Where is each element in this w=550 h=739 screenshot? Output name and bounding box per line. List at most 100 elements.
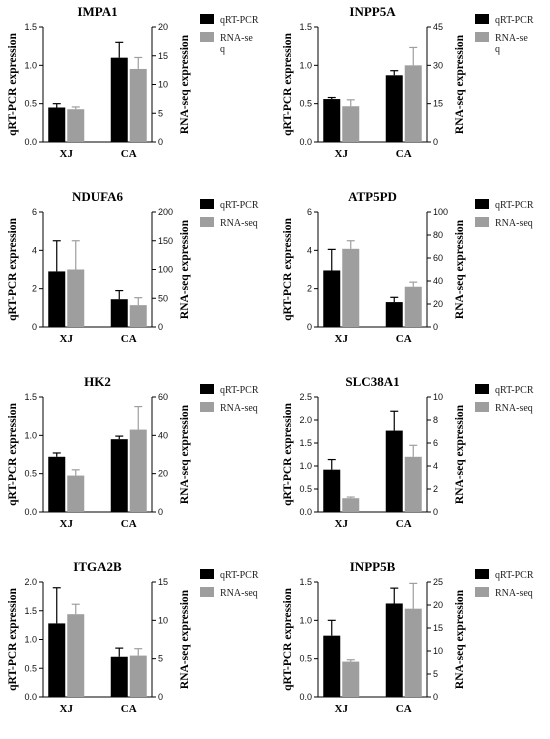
chart-title: SLC38A1 (345, 374, 399, 389)
rna-seq-bar (404, 65, 422, 142)
right-tick-label: 0 (158, 692, 163, 702)
right-tick-label: 15 (433, 623, 443, 633)
x-category-label: XJ (335, 703, 349, 715)
right-tick-label: 10 (433, 646, 443, 656)
right-tick-label: 0 (433, 322, 438, 332)
left-tick-label: 1.5 (299, 22, 312, 32)
left-tick-label: 0.5 (299, 99, 312, 109)
qrt-pcr-bar (323, 469, 341, 512)
left-tick-label: 1.5 (299, 438, 312, 448)
legend-swatch (475, 14, 489, 24)
x-category-label: CA (396, 148, 412, 160)
x-category-label: CA (396, 703, 412, 715)
right-tick-label: 60 (433, 253, 443, 263)
chart-panel-hk2: HK2 0.0 0.5 1.0 1.5 0 20 40 60 qRT-PCR expression… (0, 370, 275, 555)
left-tick-label: 0.5 (299, 484, 312, 494)
x-category-label: CA (396, 518, 412, 530)
right-tick-label: 150 (158, 236, 173, 246)
left-tick-label: 0.5 (299, 654, 312, 664)
left-tick-label: 6 (32, 207, 37, 217)
left-tick-label: 6 (307, 207, 312, 217)
left-tick-label: 1.5 (24, 392, 37, 402)
chart-svg: INPP5B 0.0 0.5 1.0 1.5 0 5 10 15 20 25 qRT-PCR expr… (282, 559, 534, 715)
x-category-label: XJ (335, 518, 349, 530)
chart-svg: NDUFA6 0 2 4 6 0 50 100 150 200 qRT-PCR expression… (7, 189, 259, 345)
rna-seq-bar (342, 661, 360, 697)
left-axis-label: qRT-PCR expression (7, 588, 19, 691)
chart-title: NDUFA6 (72, 189, 124, 204)
x-category-label: CA (121, 703, 137, 715)
qrt-pcr-bar (48, 271, 66, 327)
legend-swatch (200, 402, 214, 412)
legend-swatch (200, 587, 214, 597)
chart-title: INPP5A (349, 4, 396, 19)
legend-label-line: q (220, 44, 225, 55)
qrt-pcr-bar (110, 439, 128, 512)
right-tick-label: 80 (433, 230, 443, 240)
legend-label: qRT-PCR (220, 15, 259, 26)
chart-svg: ITGA2B 0.0 0.5 1.0 1.5 2.0 0 5 10 15 qRT-PCR expre… (7, 559, 259, 715)
right-tick-label: 10 (433, 392, 443, 402)
qrt-pcr-bar (323, 99, 341, 142)
right-tick-label: 20 (158, 22, 168, 32)
chart-panel-atp5pd: ATP5PD 0 2 4 6 0 20 40 60 80 100 qRT-PCR expression… (275, 185, 550, 370)
legend-label-line: RNA-se (495, 33, 528, 44)
legend-label: qRT-PCR (220, 570, 259, 581)
qrt-pcr-bar (385, 603, 403, 697)
left-tick-label: 1.0 (24, 430, 37, 440)
legend-label-line: RNA-se (220, 33, 253, 44)
legend-swatch (200, 384, 214, 394)
x-category-label: XJ (60, 148, 74, 160)
left-tick-label: 1.5 (24, 22, 37, 32)
legend-label: qRT-PCR (495, 570, 534, 581)
x-category-label: XJ (60, 518, 74, 530)
left-tick-label: 0 (307, 322, 312, 332)
legend-label: qRT-PCR (495, 385, 534, 396)
right-tick-label: 6 (433, 438, 438, 448)
right-tick-label: 20 (158, 469, 168, 479)
chart-panel-inpp5b: INPP5B 0.0 0.5 1.0 1.5 0 5 10 15 20 25 qRT-PCR expr… (275, 555, 550, 739)
legend-swatch (475, 217, 489, 227)
rna-seq-bar (129, 655, 147, 697)
left-tick-label: 4 (307, 245, 312, 255)
rna-seq-bar (129, 305, 147, 327)
x-category-label: XJ (60, 703, 74, 715)
right-tick-label: 0 (433, 137, 438, 147)
left-tick-label: 0.5 (24, 469, 37, 479)
legend-swatch (475, 402, 489, 412)
chart-panel-slc38a1: SLC38A1 0.0 0.5 1.0 1.5 2.0 2.5 0 2 4 6 8 10 qRT-PCR … (275, 370, 550, 555)
legend-label-line: q (495, 44, 500, 55)
chart-title: ATP5PD (348, 189, 397, 204)
right-tick-label: 5 (158, 654, 163, 664)
right-tick-label: 0 (158, 137, 163, 147)
x-category-label: CA (121, 148, 137, 160)
right-tick-label: 0 (433, 692, 438, 702)
right-tick-label: 40 (433, 276, 443, 286)
right-tick-label: 15 (158, 51, 168, 61)
x-category-label: XJ (335, 333, 349, 345)
legend-label: RNA-seq (495, 218, 533, 229)
legend-swatch (475, 569, 489, 579)
rna-seq-bar (129, 68, 147, 142)
qrt-pcr-bar (110, 299, 128, 327)
right-tick-label: 15 (158, 577, 168, 587)
left-tick-label: 2.0 (299, 415, 312, 425)
left-tick-label: 1.0 (299, 461, 312, 471)
legend-swatch (200, 32, 214, 42)
x-category-label: XJ (335, 148, 349, 160)
right-tick-label: 60 (158, 392, 168, 402)
left-axis-label: qRT-PCR expression (282, 218, 294, 321)
right-axis-label: RNA-seq expression (454, 34, 466, 134)
left-axis-label: qRT-PCR expression (7, 218, 19, 321)
left-axis-label: qRT-PCR expression (282, 588, 294, 691)
left-tick-label: 0.0 (24, 507, 37, 517)
chart-panel-itga2b: ITGA2B 0.0 0.5 1.0 1.5 2.0 0 5 10 15 qRT-PCR expre… (0, 555, 275, 739)
chart-panel-ndufa6: NDUFA6 0 2 4 6 0 50 100 150 200 qRT-PCR expression… (0, 185, 275, 370)
left-tick-label: 0.5 (24, 663, 37, 673)
left-tick-label: 1.0 (24, 60, 37, 70)
left-axis-label: qRT-PCR expression (282, 403, 294, 506)
